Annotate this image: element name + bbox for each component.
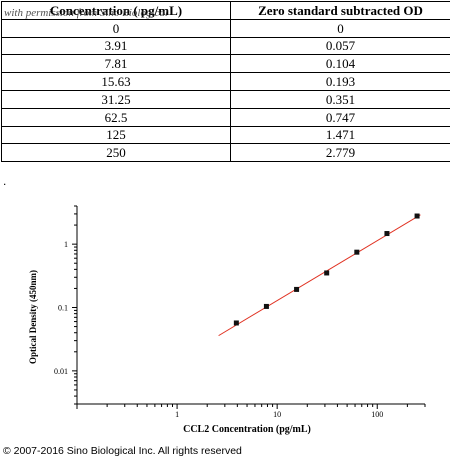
cell-od: 0.351 — [230, 89, 450, 109]
y-tick-label: 0.1 — [58, 304, 68, 313]
separator-dot: . — [3, 174, 7, 188]
fit-line-group — [218, 214, 421, 337]
y-axis-title: Optical Density (450nm) — [28, 270, 38, 364]
cell-od: 1.471 — [230, 125, 450, 145]
chart-svg: 0.01 0.1 1 1 10 100 CCL2 Concentration (pg/mL… — [28, 205, 426, 435]
cell-concentration: 3.91 — [1, 36, 231, 56]
data-points — [233, 213, 420, 326]
cell-concentration: 62.5 — [1, 107, 231, 127]
cell-od: 2.779 — [230, 143, 450, 163]
table-header-row: Concentration ( pg/mL) with permission f… — [1, 1, 450, 20]
data-point — [324, 270, 330, 276]
standard-curve-table: Concentration ( pg/mL) with permission f… — [1, 1, 450, 163]
x-tick-label: 10 — [273, 410, 281, 419]
table-row: 7.81 0.104 — [1, 54, 450, 74]
header-od: Zero standard subtracted OD — [230, 1, 450, 20]
table-row: 31.25 0.351 — [1, 89, 450, 109]
data-point — [233, 320, 239, 326]
copyright-text: © 2007-2016 Sino Biological Inc. All rig… — [3, 445, 242, 457]
cell-concentration: 15.63 — [1, 72, 231, 91]
cell-od: 0.104 — [230, 54, 450, 74]
x-tick-label: 100 — [371, 410, 383, 419]
x-axis-title: CCL2 Concentration (pg/mL) — [183, 424, 311, 435]
data-point — [294, 286, 300, 292]
table-row: 125 1.471 — [1, 125, 450, 145]
table-row: 250 2.779 — [1, 143, 450, 163]
data-point — [354, 249, 360, 255]
table-row: 3.91 0.057 — [1, 36, 450, 56]
axes: 0.01 0.1 1 1 10 100 — [54, 205, 426, 419]
cell-od: 0.057 — [230, 36, 450, 56]
fit-line — [218, 214, 421, 337]
header-concentration-label: Concentration ( pg/mL) — [49, 2, 183, 18]
cell-concentration: 7.81 — [1, 54, 231, 74]
cell-concentration: 0 — [1, 18, 231, 38]
cell-od: 0.747 — [230, 107, 450, 127]
cell-od: 0.193 — [230, 72, 450, 91]
standard-curve-chart: 0.01 0.1 1 1 10 100 CCL2 Concentration (pg/mL… — [0, 196, 450, 441]
data-point — [384, 231, 390, 237]
cell-concentration: 125 — [1, 125, 231, 145]
table-row: 15.63 0.193 — [1, 72, 450, 91]
header-concentration: Concentration ( pg/mL) with permission f… — [1, 1, 231, 20]
y-tick-label: 0.01 — [54, 367, 68, 376]
data-point — [414, 213, 420, 219]
watermark-text: with permission from Sino Biological — [4, 6, 168, 19]
cell-concentration: 31.25 — [1, 89, 231, 109]
y-tick-label: 1 — [64, 240, 68, 249]
data-point — [263, 303, 269, 309]
table-row: 62.5 0.747 — [1, 107, 450, 127]
cell-od: 0 — [230, 18, 450, 38]
cell-concentration: 250 — [1, 143, 231, 163]
x-tick-label: 1 — [175, 410, 179, 419]
